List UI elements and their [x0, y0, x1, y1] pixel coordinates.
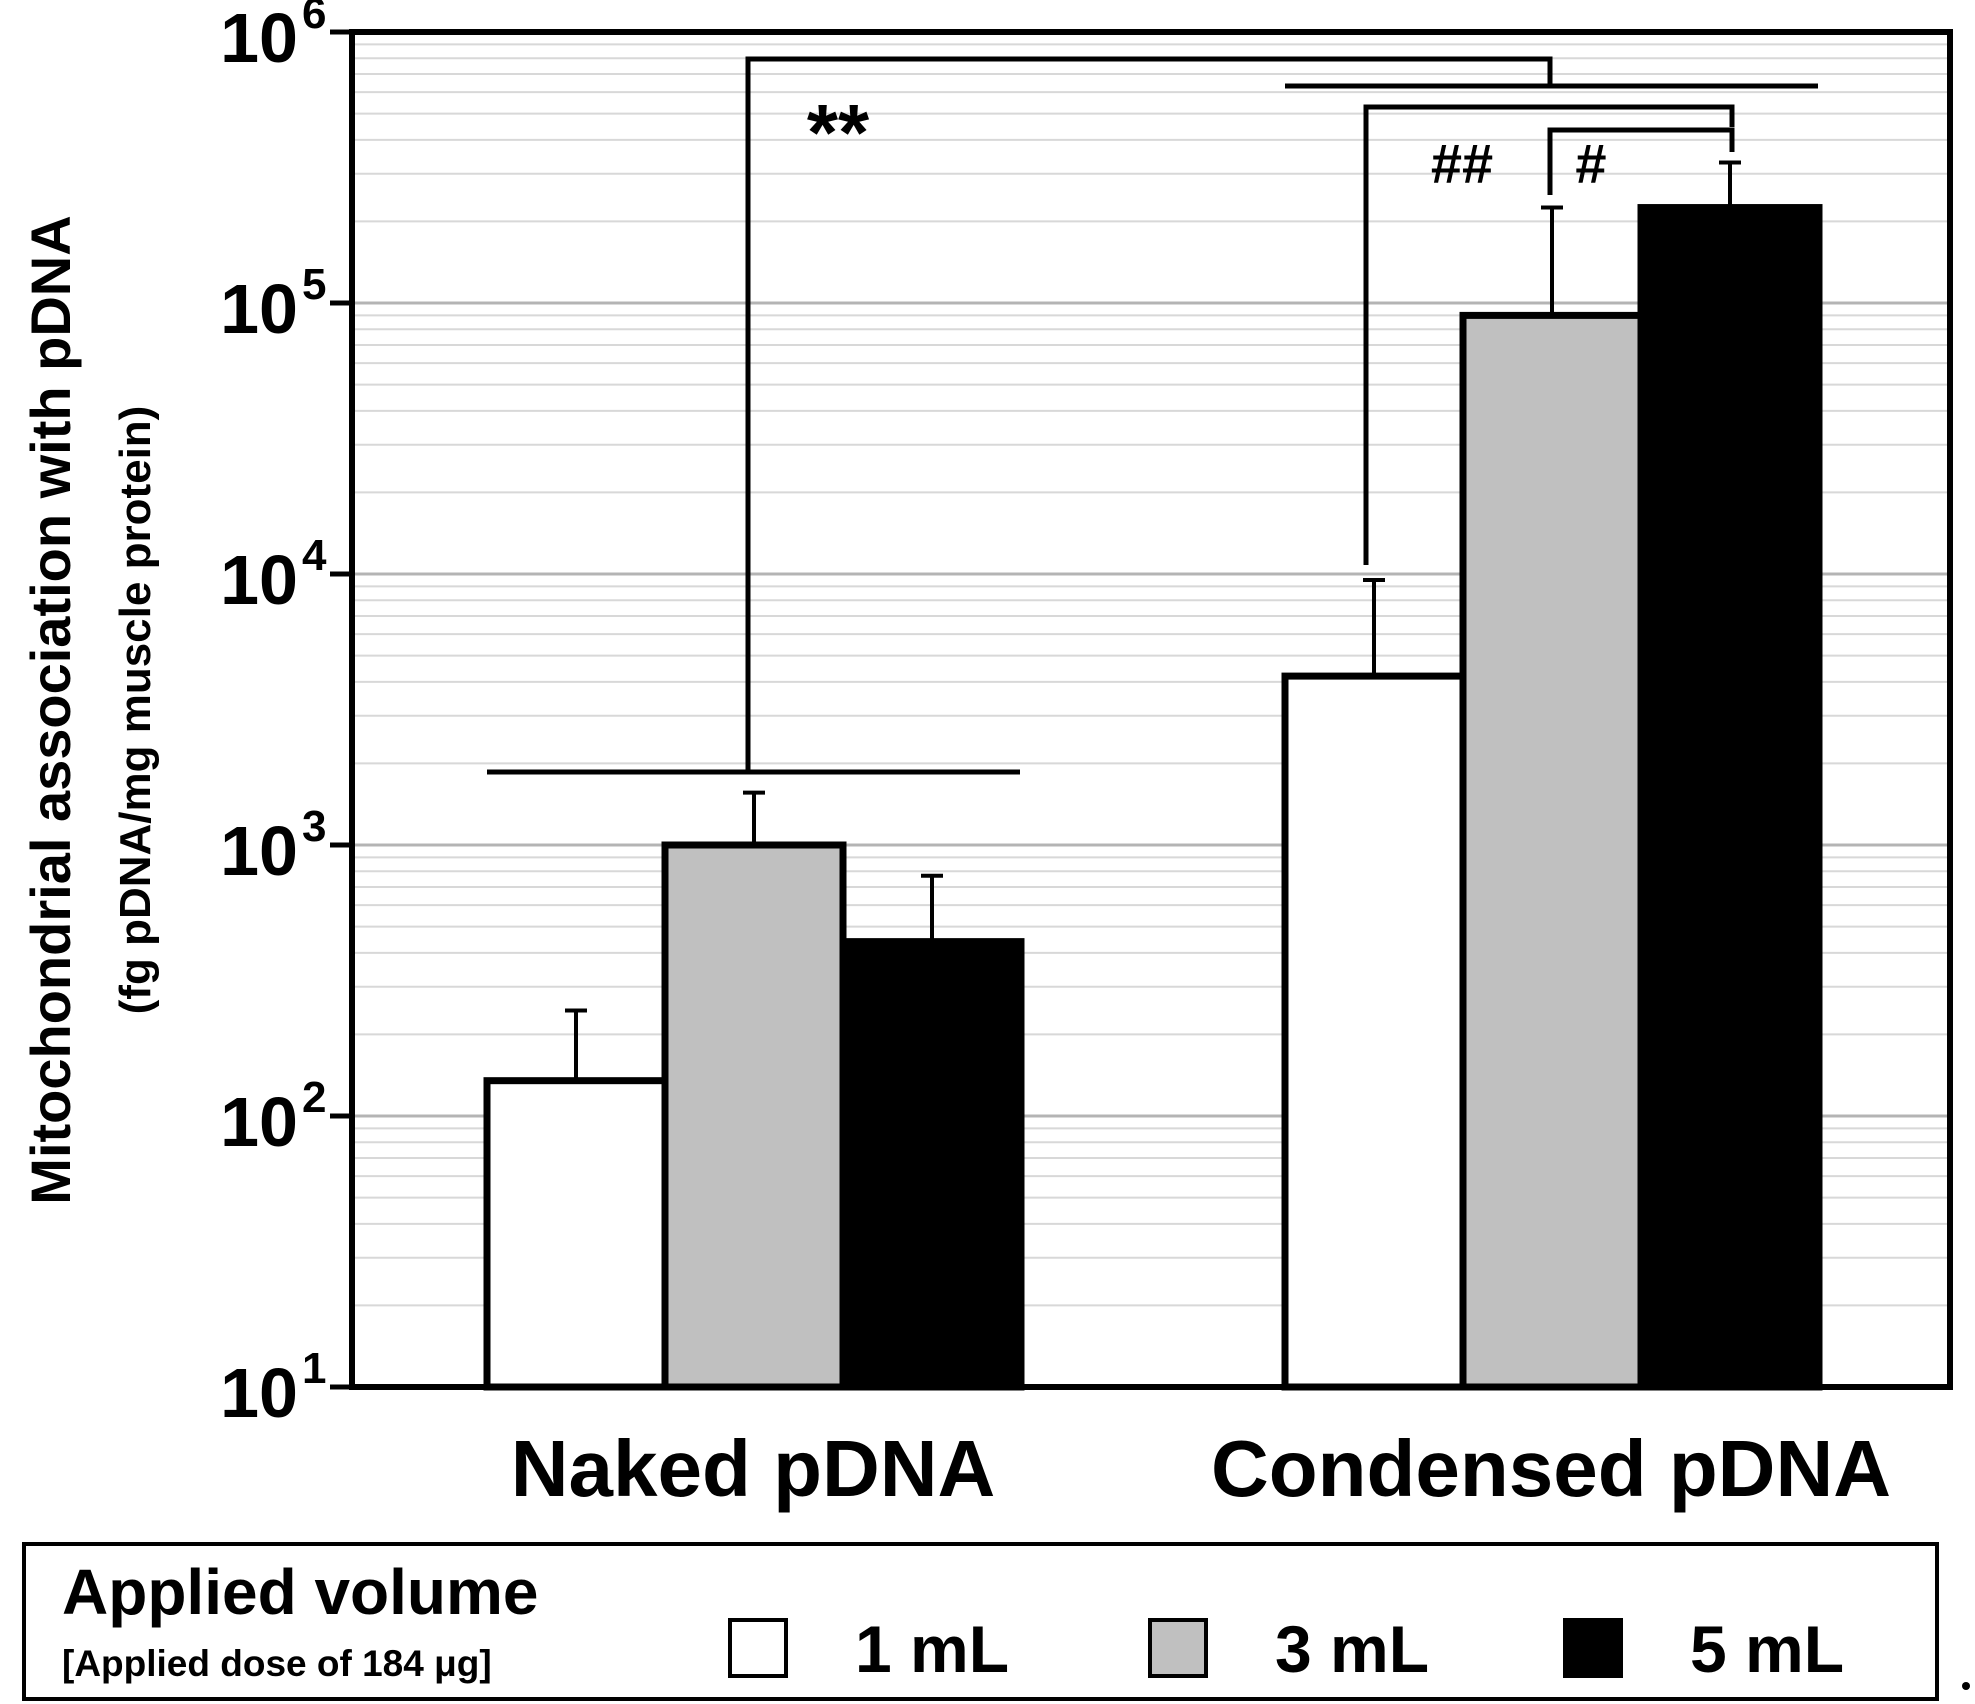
y-tick-label: 10: [220, 1354, 298, 1432]
y-tick-exponent: 2: [302, 1073, 326, 1122]
hash-bracket: [1547, 127, 1735, 195]
legend-items: 1 mL 3 mL 5 mL: [728, 1612, 1844, 1686]
legend-subtitle: [Applied dose of 184 μg]: [62, 1643, 492, 1684]
y-axis-label: Mitochondrial association with pDNA (fg …: [19, 215, 160, 1204]
legend-label: 3 mL: [1275, 1612, 1429, 1686]
y-tick-exponent: 1: [302, 1344, 326, 1393]
legend-label: 1 mL: [855, 1612, 1009, 1686]
y-tick-exponent: 3: [302, 802, 326, 851]
plot-frame: [349, 29, 1953, 1390]
star-annotation: **: [807, 88, 870, 177]
legend-swatch: [1563, 1618, 1623, 1678]
bar-condensed-pdna-5-ml: [1637, 204, 1823, 1391]
x-category-label: Condensed pDNA: [1211, 1424, 1891, 1513]
double-hash-bracket: [1363, 104, 1735, 565]
errors-layer: [565, 160, 1741, 1081]
x-axis-categories: Naked pDNA Condensed pDNA: [511, 1424, 1891, 1513]
bar-naked-pdna-3-ml: [661, 841, 847, 1391]
y-tick-label: 10: [220, 812, 298, 890]
legend-label: 5 mL: [1690, 1612, 1844, 1686]
double-hash-annotation: ##: [1431, 132, 1493, 195]
y-tick-label: 10: [220, 1083, 298, 1161]
trailing-period: [1962, 1682, 1970, 1690]
y-tick-label: 10: [220, 541, 298, 619]
star-bracket: [745, 56, 1553, 772]
x-category-label: Naked pDNA: [511, 1424, 996, 1513]
bars-layer: [483, 204, 1823, 1391]
significance-annotations: ** ## #: [487, 56, 1818, 775]
y-tick-label: 10: [220, 0, 298, 77]
legend-swatch: [728, 1618, 788, 1678]
bar-naked-pdna-5-ml: [839, 938, 1025, 1391]
y-tick-exponent: 6: [302, 0, 326, 38]
y-tick-label: 10: [220, 270, 298, 348]
y-axis-label-line1: Mitochondrial association with pDNA: [19, 215, 82, 1204]
bar-condensed-pdna-3-ml: [1459, 311, 1645, 1391]
legend-swatch: [1148, 1618, 1208, 1678]
y-axis-label-line2: (fg pDNA/mg muscle protein): [111, 406, 160, 1015]
bar-naked-pdna-1-ml: [483, 1077, 669, 1391]
hash-annotation: #: [1575, 132, 1606, 195]
y-tick-exponent: 4: [302, 531, 327, 580]
legend-title: Applied volume: [62, 1556, 539, 1628]
bar-condensed-pdna-1-ml: [1281, 672, 1467, 1391]
y-tick-exponent: 5: [302, 260, 326, 309]
legend: Applied volume [Applied dose of 184 μg] …: [22, 1542, 1939, 1701]
